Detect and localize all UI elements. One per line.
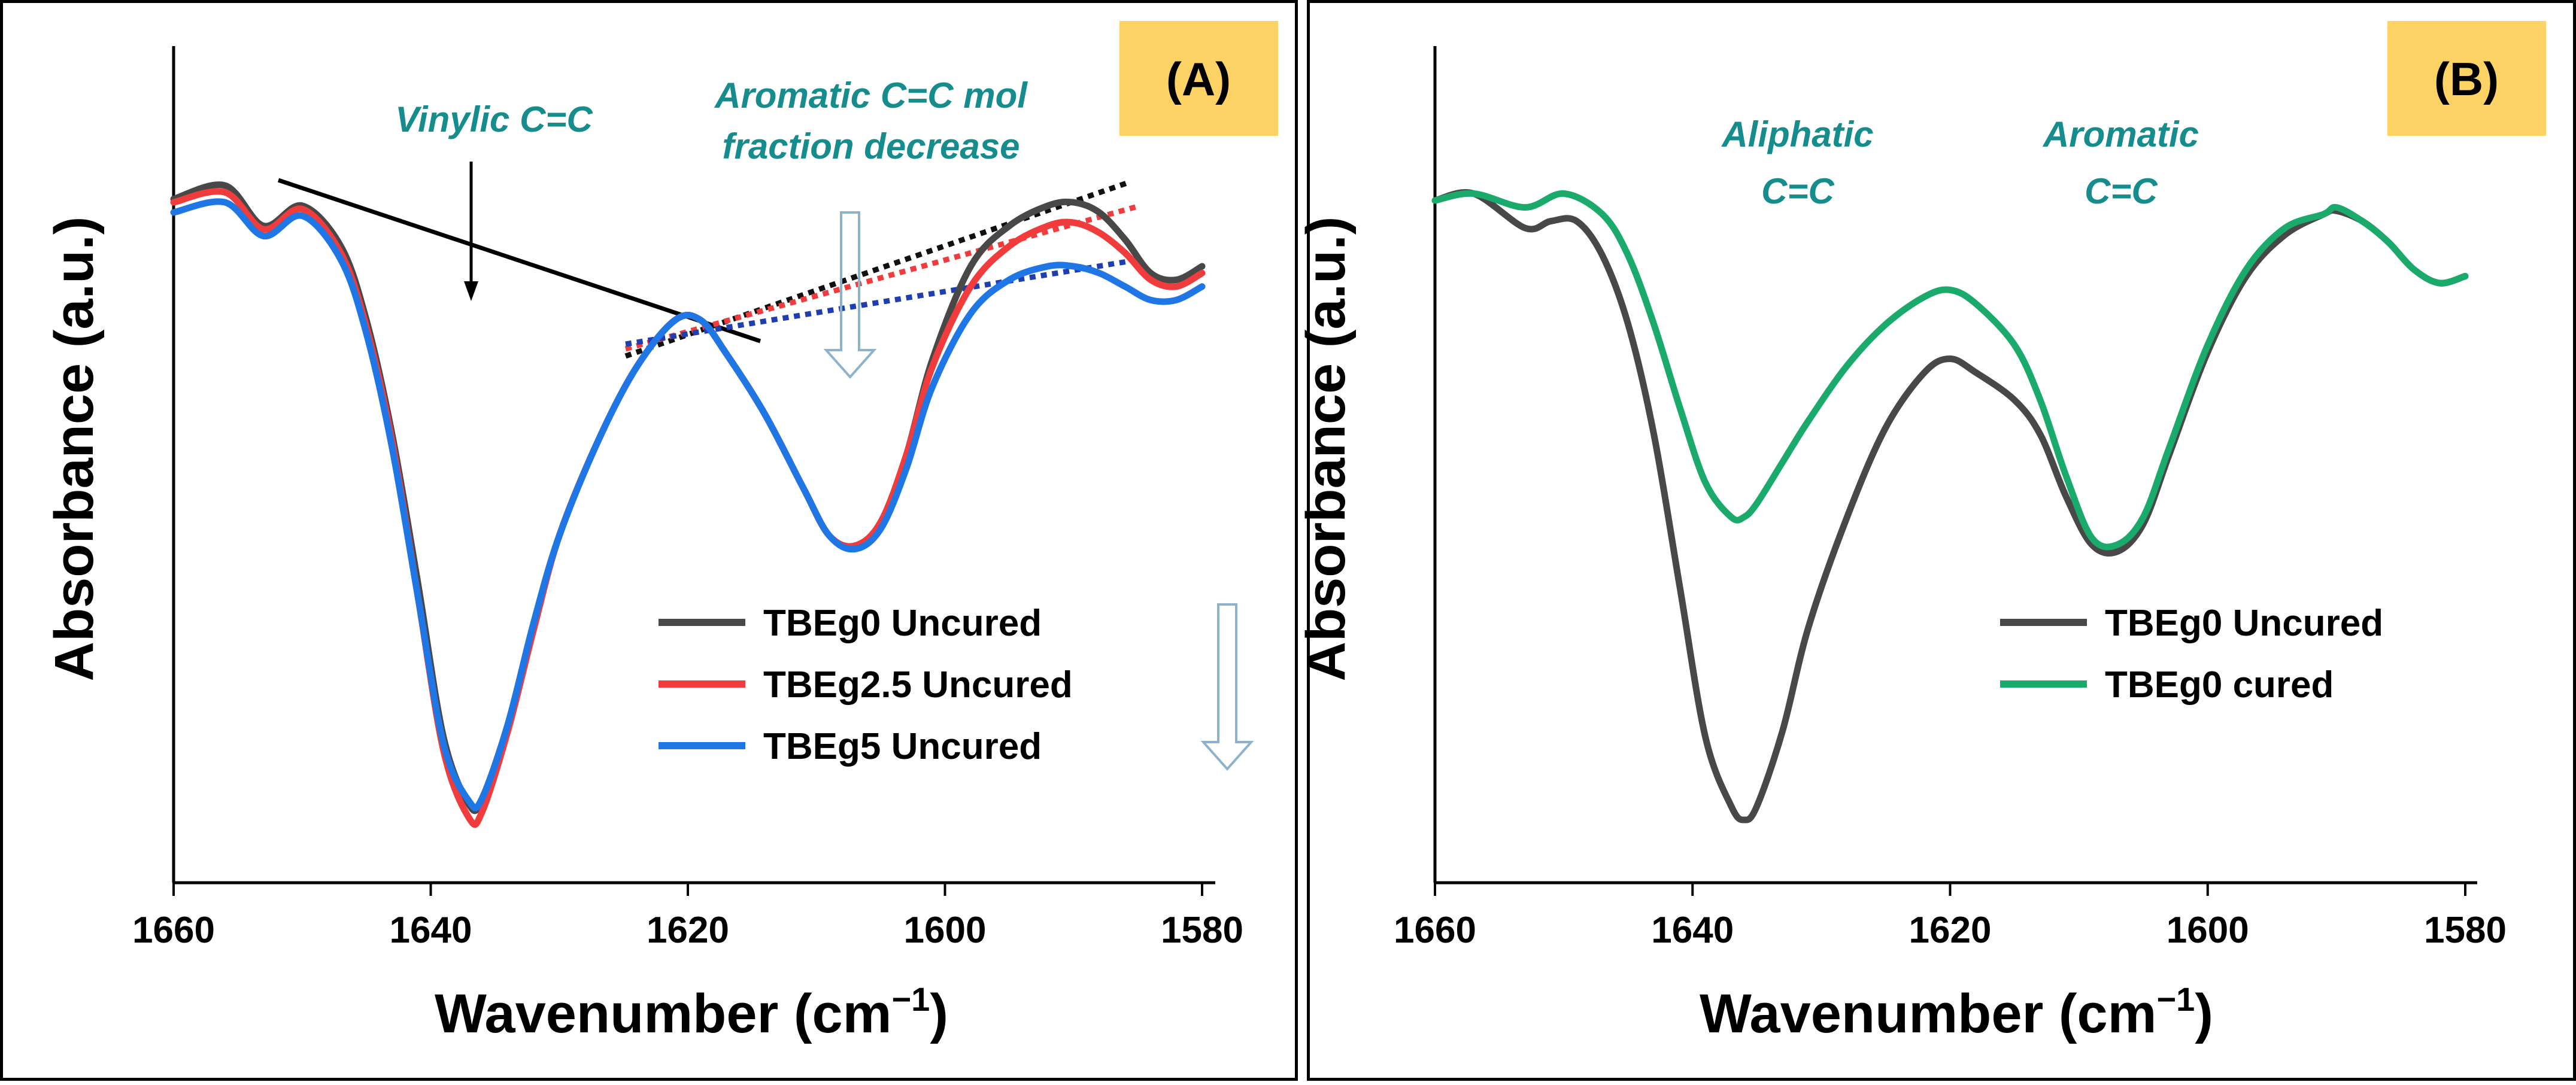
x-axis-title-b-sup: −1 [2156, 980, 2195, 1018]
x-tick-label-1600: 1600 [904, 910, 987, 951]
panel-tag-box-a [1119, 21, 1278, 136]
legend-hint-arrow [1200, 603, 1254, 771]
legend-label-1: TBEg0 cured [2105, 664, 2334, 706]
x-tick-label-1620: 1620 [1909, 910, 1992, 951]
x-tick-label-1660: 1660 [1394, 910, 1476, 951]
panel-tag-a: (A) [1166, 53, 1231, 105]
y-axis-title-b: Absorbance (a.u.) [1295, 216, 1357, 681]
trend-line-tbeg2-5 [624, 203, 1139, 352]
panel-b: (B) Aliphatic C=C Aromatic C=C 1660 1640 1… [1295, 0, 2576, 1081]
chart-b: (B) Aliphatic C=C Aromatic C=C 1660 1640 1… [1295, 21, 2546, 1044]
aliphatic-annotation-line1: Aliphatic [1721, 114, 1873, 154]
aromatic-annotation-line1-b: Aromatic [2042, 114, 2199, 154]
y-axis-title-a: Absorbance (a.u.) [44, 216, 105, 681]
legend-label-0: TBEg0 Uncured [2105, 603, 2383, 644]
series-line-tbeg5-uncured [170, 198, 1206, 812]
aromatic-annotation-line2-b: C=C [2085, 171, 2158, 211]
aliphatic-annotation-line2: C=C [1761, 171, 1835, 211]
aromatic-annotation-line1: Aromatic C=C mol [714, 75, 1028, 116]
x-tick-label-1580: 1580 [1161, 910, 1243, 951]
x-tick-label-1600: 1600 [2167, 910, 2249, 951]
x-tick-label-1640: 1640 [390, 910, 472, 951]
x-axis-title-a-main: Wavenumber (cm [435, 983, 891, 1044]
panel-a: (A) Vinylic C=C Aromatic C=C mol fractio… [0, 0, 1298, 1081]
decrease-hint-arrow [823, 211, 877, 379]
panel-tag-b: (B) [2434, 53, 2499, 105]
chart-a: (A) Vinylic C=C Aromatic C=C mol fractio… [44, 21, 1278, 1044]
trend-line-tbeg0 [624, 180, 1130, 359]
x-axis-title-a-sup: −1 [891, 980, 930, 1018]
x-tick-label-1640: 1640 [1651, 910, 1734, 951]
legend-label-0: TBEg0 Uncured [763, 603, 1042, 644]
x-axis-title-b: Wavenumber (cm−1) [1700, 980, 2213, 1044]
x-axis-title-a-close: ) [930, 983, 948, 1044]
x-tick-label-1580: 1580 [2424, 910, 2507, 951]
series-line-tbeg2-5-uncured [170, 188, 1206, 828]
x-tick-label-1660: 1660 [132, 910, 215, 951]
legend-label-2: TBEg5 Uncured [763, 726, 1042, 767]
x-axis-title-b-close: ) [2195, 983, 2213, 1044]
vinylic-arrow-head [464, 281, 478, 301]
x-axis-title-a: Wavenumber (cm−1) [435, 980, 948, 1044]
aromatic-annotation-line2: fraction decrease [723, 126, 1020, 166]
series-line-tbeg0-uncured [170, 181, 1206, 814]
x-tick-label-1620: 1620 [647, 910, 729, 951]
series-line-tbeg0-uncured [1431, 189, 2469, 823]
legend-label-1: TBEg2.5 Uncured [763, 664, 1073, 706]
vinylic-annotation: Vinylic C=C [395, 99, 593, 139]
panel-tag-box-b [2387, 21, 2546, 136]
series-line-tbeg0-cured [1431, 190, 2469, 551]
x-axis-title-b-main: Wavenumber (cm [1700, 983, 2156, 1044]
